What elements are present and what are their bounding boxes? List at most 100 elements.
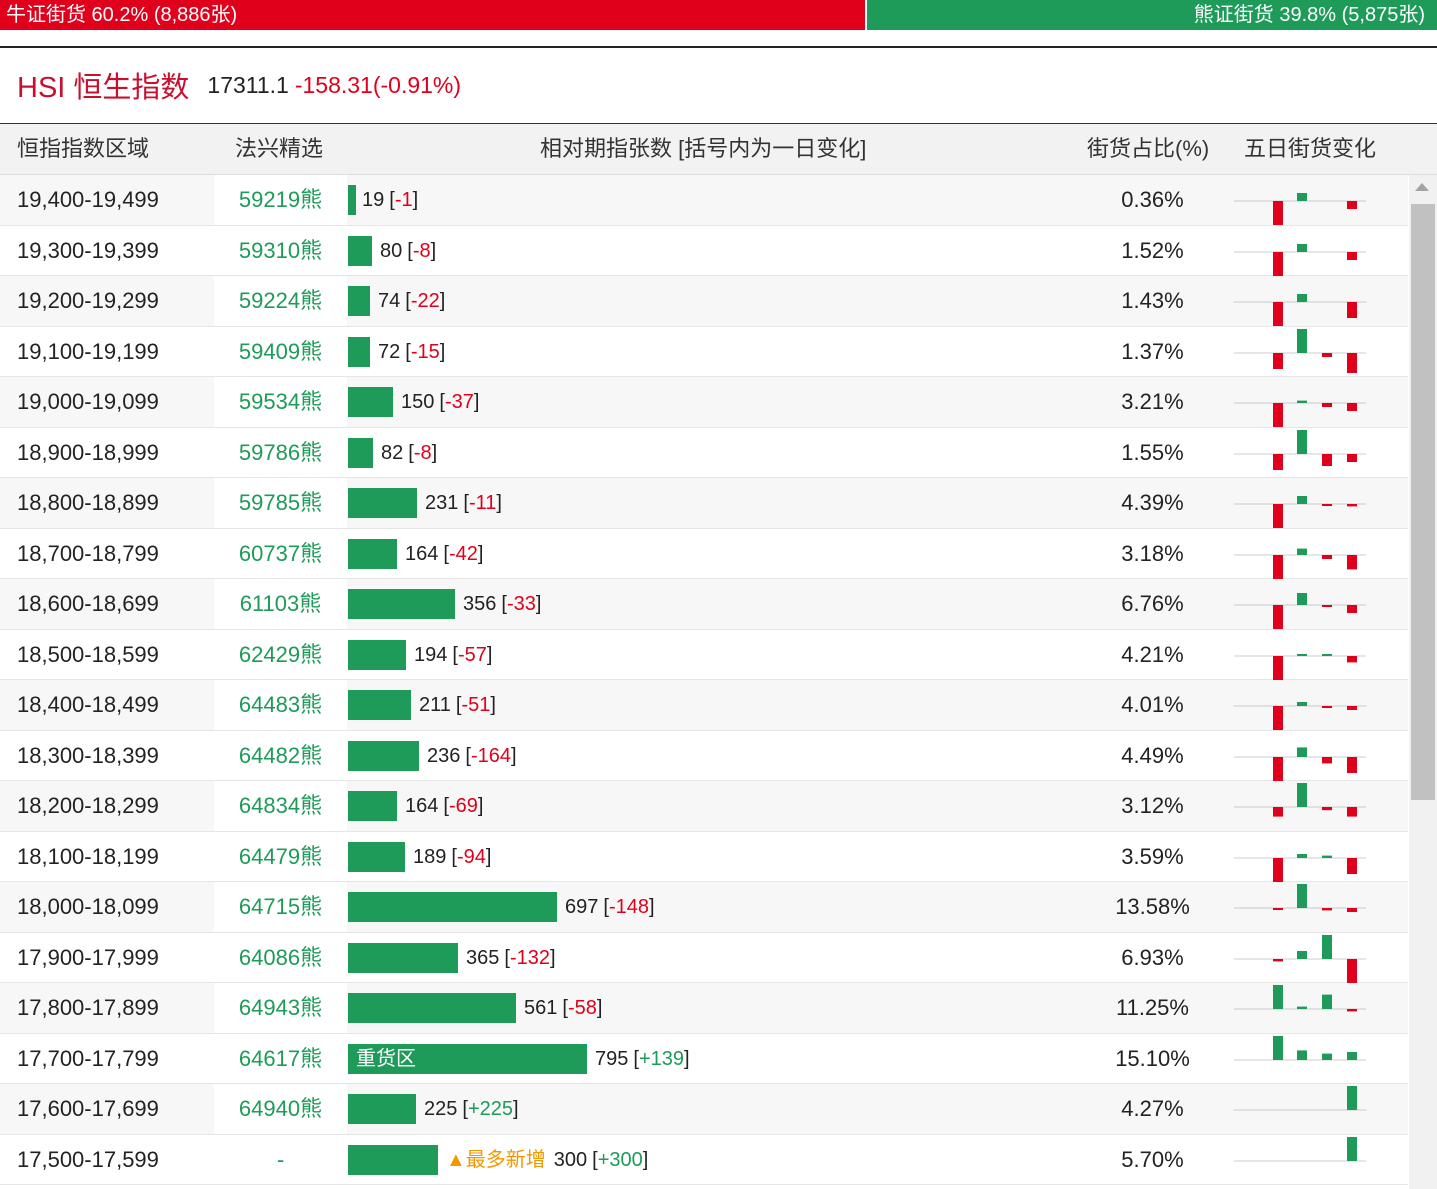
five-day-sparkline xyxy=(1234,548,1366,579)
change-value: -69 xyxy=(448,795,478,817)
warrant-code-link[interactable]: 59310熊 xyxy=(214,225,347,275)
sparkline-bar xyxy=(1273,251,1283,276)
percentage-cell: 6.93% xyxy=(1121,944,1184,970)
sparkline-bar xyxy=(1347,756,1357,773)
change-value: -15 xyxy=(410,340,440,363)
sparkline-bar xyxy=(1322,352,1332,357)
scroll-up-arrow-icon[interactable] xyxy=(1415,183,1429,191)
change-value: -57 xyxy=(457,643,487,666)
percentage-cell: 3.12% xyxy=(1121,793,1184,818)
five-day-sparkline xyxy=(1234,1136,1366,1161)
warrant-code-link[interactable]: 64479熊 xyxy=(214,831,347,881)
count-value: 150 xyxy=(401,391,435,413)
table-header: 恒指指数区域 法兴精选 相对期指张数 [括号内为一日变化] 街货占比(%) 五日… xyxy=(0,124,1437,175)
warrant-code-link[interactable]: 64715熊 xyxy=(214,882,347,932)
count-bar xyxy=(348,286,370,316)
range-cell: 19,400-19,499 xyxy=(17,187,159,212)
sparkline-bar xyxy=(1297,548,1307,555)
change-value: -11 xyxy=(468,492,497,514)
warrant-code-link[interactable]: 59534熊 xyxy=(214,377,347,427)
range-cell: 18,000-18,099 xyxy=(17,894,159,919)
count-change: [+300] xyxy=(592,1148,649,1171)
warrant-code-link[interactable]: 64617熊 xyxy=(214,1033,347,1083)
change-value: -164 xyxy=(470,744,511,767)
warrant-code-link[interactable]: 59786熊 xyxy=(214,427,347,477)
table-row: 18,700-18,799 60737熊 164 [-42] 3.18% xyxy=(0,528,1408,579)
percentage-cell: 13.58% xyxy=(1115,894,1190,919)
header-count: 相对期指张数 [括号内为一日变化] xyxy=(540,136,867,161)
count-bar xyxy=(348,993,516,1023)
change-value: +225 xyxy=(467,1098,513,1120)
percentage-cell: 3.59% xyxy=(1121,843,1184,869)
scroll-thumb[interactable] xyxy=(1411,204,1435,800)
five-day-sparkline xyxy=(1234,934,1366,983)
range-cell: 17,500-17,599 xyxy=(17,1146,159,1172)
count-change: [-8] xyxy=(408,441,438,464)
table-row: 18,900-18,999 59786熊 82 [-8] 1.55% xyxy=(0,427,1408,478)
percentage-cell: 11.25% xyxy=(1116,995,1189,1020)
count-value: 74 xyxy=(378,290,401,312)
count-text: 74 [-22] xyxy=(378,276,445,326)
table-row: 18,800-18,899 59785熊 231 [-11] 4.39% xyxy=(0,478,1408,529)
change-value: -58 xyxy=(567,997,597,1019)
sparkline-bar xyxy=(1347,1009,1357,1012)
table-row: 18,500-18,599 62429熊 194 [-57] 4.21% xyxy=(0,629,1408,680)
warrant-code-link[interactable]: 59219熊 xyxy=(214,175,347,225)
change-value: -22 xyxy=(410,290,440,312)
sparkline-bar xyxy=(1297,243,1307,252)
heavy-zone-label: 重货区 xyxy=(356,1047,416,1070)
sparkline-bar xyxy=(1297,1006,1307,1009)
warrant-code-link[interactable]: 64940熊 xyxy=(214,1084,347,1134)
count-change: [-132] xyxy=(504,946,556,969)
sparkline-bar xyxy=(1347,201,1357,209)
header-pick: 法兴精选 xyxy=(235,136,324,161)
sparkline-bar xyxy=(1297,294,1307,302)
sparkline-bar xyxy=(1273,706,1283,730)
warrant-code-link[interactable]: 64482熊 xyxy=(214,730,347,780)
most-new-badge: ▲最多新增 xyxy=(446,1148,546,1171)
percentage-cell: 4.21% xyxy=(1121,641,1184,667)
count-text: 164 [-69] xyxy=(405,781,483,831)
count-bar xyxy=(348,336,370,367)
warrant-code-link[interactable]: 61103熊 xyxy=(214,579,347,629)
warrant-code-link[interactable]: 60737熊 xyxy=(214,528,347,578)
table-row: 18,400-18,499 64483熊 211 [-51] 4.01% xyxy=(0,680,1408,731)
warrant-code-link[interactable]: 64086熊 xyxy=(214,932,347,982)
warrant-code-link[interactable]: 64483熊 xyxy=(214,680,347,730)
table-row: 19,200-19,299 59224熊 74 [-22] 1.43% xyxy=(0,276,1408,327)
sparkline-bar xyxy=(1322,554,1332,559)
table-row: 19,400-19,499 59219熊 19 [-1] 0.36% xyxy=(0,175,1408,226)
count-text: 211 [-51] xyxy=(419,680,496,730)
sparkline-bar xyxy=(1322,653,1332,656)
five-day-sparkline xyxy=(1234,702,1366,730)
table-row: 18,000-18,099 64715熊 697 [-148] 13.58% xyxy=(0,882,1408,933)
range-cell: 17,700-17,799 xyxy=(17,1045,159,1071)
sparkline-bar xyxy=(1322,453,1332,466)
table-row: 19,100-19,199 59409熊 72 [-15] 1.37% xyxy=(0,326,1408,377)
warrant-code-link[interactable]: 59224熊 xyxy=(214,276,347,326)
sparkline-bar xyxy=(1347,655,1357,662)
warrant-code-link[interactable]: 64943熊 xyxy=(214,983,347,1033)
sparkline-bar xyxy=(1273,504,1283,528)
table-body[interactable]: 19,400-19,499 59219熊 19 [-1] 0.36% 19,300-19,… xyxy=(0,175,1408,1189)
index-name[interactable]: HSI 恒生指数 xyxy=(17,72,190,104)
five-day-sparkline xyxy=(1234,294,1366,326)
warrant-code-link[interactable]: 59785熊 xyxy=(214,478,347,528)
count-change: [-8] xyxy=(407,239,437,262)
sparkline-bar xyxy=(1347,554,1357,569)
sparkline-bar xyxy=(1297,884,1307,908)
five-day-sparkline xyxy=(1234,193,1366,225)
count-text: 356 [-33] xyxy=(463,579,541,629)
five-day-sparkline xyxy=(1234,328,1366,373)
warrant-code-link[interactable]: 59409熊 xyxy=(214,326,347,376)
warrant-code-link[interactable]: 62429熊 xyxy=(214,629,347,679)
count-value: 225 xyxy=(424,1098,458,1120)
count-value: 189 xyxy=(413,845,447,868)
warrant-code-link[interactable]: - xyxy=(214,1134,347,1184)
range-cell: 17,900-17,999 xyxy=(17,944,159,970)
warrant-code-link[interactable]: 64834熊 xyxy=(214,781,347,831)
sparkline-bar xyxy=(1273,352,1283,369)
percentage-cell: 1.52% xyxy=(1121,237,1184,263)
vertical-scrollbar[interactable] xyxy=(1409,175,1437,1189)
count-value: 300 xyxy=(553,1148,588,1171)
